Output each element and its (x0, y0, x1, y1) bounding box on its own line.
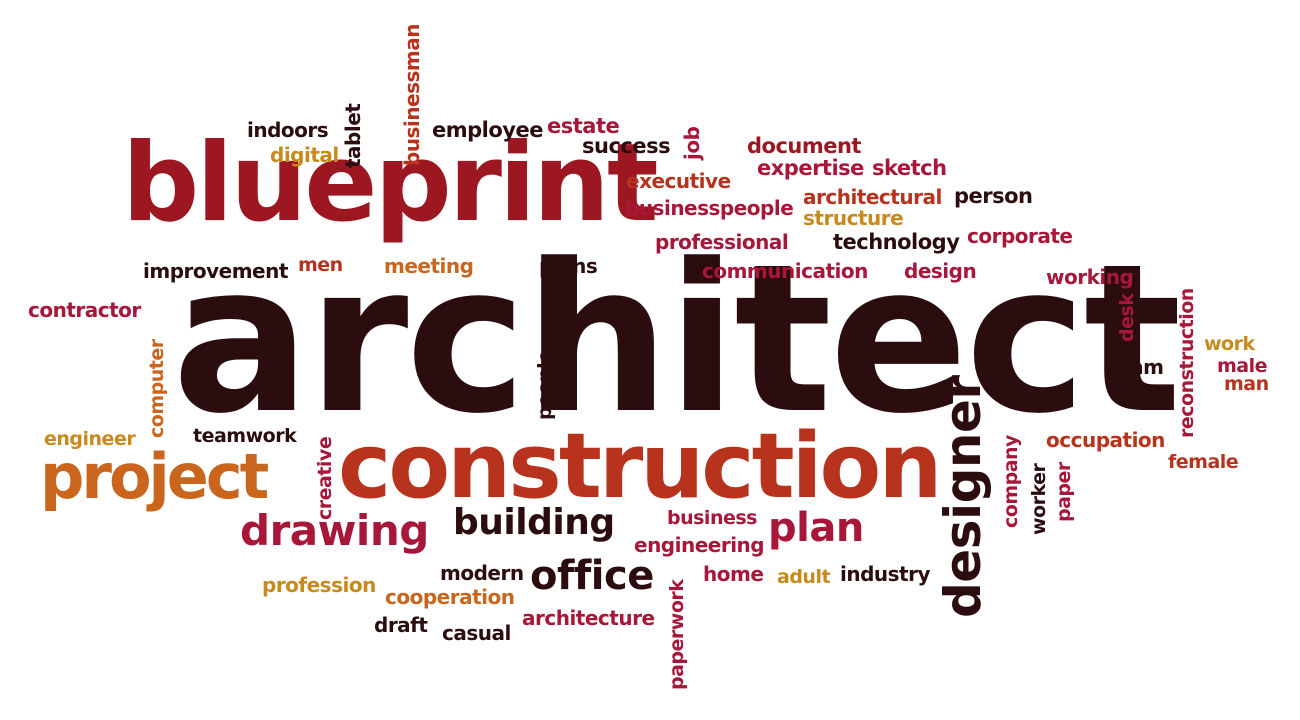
word-reconstruction: reconstruction (1176, 288, 1198, 438)
word-team: team (1108, 355, 1164, 379)
word-professional: professional (655, 230, 789, 254)
word-industry: industry (840, 562, 931, 586)
word-work: work (1204, 333, 1255, 355)
word-corporate: corporate (967, 224, 1073, 248)
word-male: male (1217, 355, 1268, 377)
word-plans: plans (539, 254, 598, 278)
word-draft: draft (374, 613, 428, 637)
word-executive: executive (626, 169, 731, 193)
word-computer: computer (146, 339, 168, 438)
word-modern: modern (440, 561, 524, 585)
word-indoors: indoors (247, 118, 329, 142)
word-meeting: meeting (384, 254, 474, 278)
word-sketch: sketch (872, 156, 947, 180)
word-architecture: architecture (522, 606, 655, 630)
word-architect: architect (172, 221, 1182, 459)
word-structure: structure (803, 206, 904, 230)
word-paperwork: paperwork (666, 579, 688, 690)
word-contractor: contractor (28, 298, 141, 322)
word-estate: estate (547, 114, 620, 138)
word-job: job (680, 126, 704, 160)
word-designer: designer (934, 375, 992, 618)
word-worker: worker (1028, 463, 1050, 535)
word-men: men (298, 254, 343, 276)
word-cooperation: cooperation (385, 585, 515, 609)
word-casual: casual (442, 621, 511, 645)
word-improvement: improvement (143, 259, 288, 283)
word-paper: paper (1053, 462, 1075, 522)
word-female: female (1168, 451, 1239, 473)
word-occupation: occupation (1046, 428, 1165, 452)
word-adult: adult (777, 566, 831, 588)
word-plan: plan (768, 505, 864, 551)
word-engineer: engineer (44, 428, 136, 450)
word-blueprint: blueprint (122, 121, 659, 246)
word-person: person (954, 184, 1033, 208)
word-man: man (1224, 373, 1269, 395)
word-home: home (703, 562, 764, 586)
word-success: success (582, 134, 671, 158)
word-technology: technology (833, 230, 960, 254)
word-people: people (534, 350, 556, 420)
word-company: company (1000, 435, 1022, 528)
word-teamwork: teamwork (193, 425, 297, 447)
word-communication: communication (702, 259, 868, 283)
word-building: building (453, 502, 615, 543)
word-engineering: engineering (634, 533, 765, 557)
word-profession: profession (262, 573, 376, 597)
word-desk: desk (1116, 293, 1138, 342)
word-creative: creative (314, 436, 336, 520)
word-businessman: businessman (400, 24, 424, 166)
word-document: document (747, 134, 861, 158)
word-drawing: drawing (240, 506, 429, 555)
word-working: working (1046, 265, 1134, 289)
word-digital: digital (270, 143, 339, 167)
word-project: project (40, 440, 269, 513)
word-business: business (667, 507, 757, 529)
word-expertise: expertise (757, 156, 864, 180)
word-construction: construction (338, 414, 942, 519)
word-architectural: architectural (803, 185, 942, 209)
word-businesspeople: businesspeople (625, 196, 794, 220)
word-design: design (904, 259, 977, 283)
word-office: office (530, 553, 654, 599)
word-employee: employee (432, 118, 543, 142)
word-tablet: tablet (341, 103, 365, 168)
